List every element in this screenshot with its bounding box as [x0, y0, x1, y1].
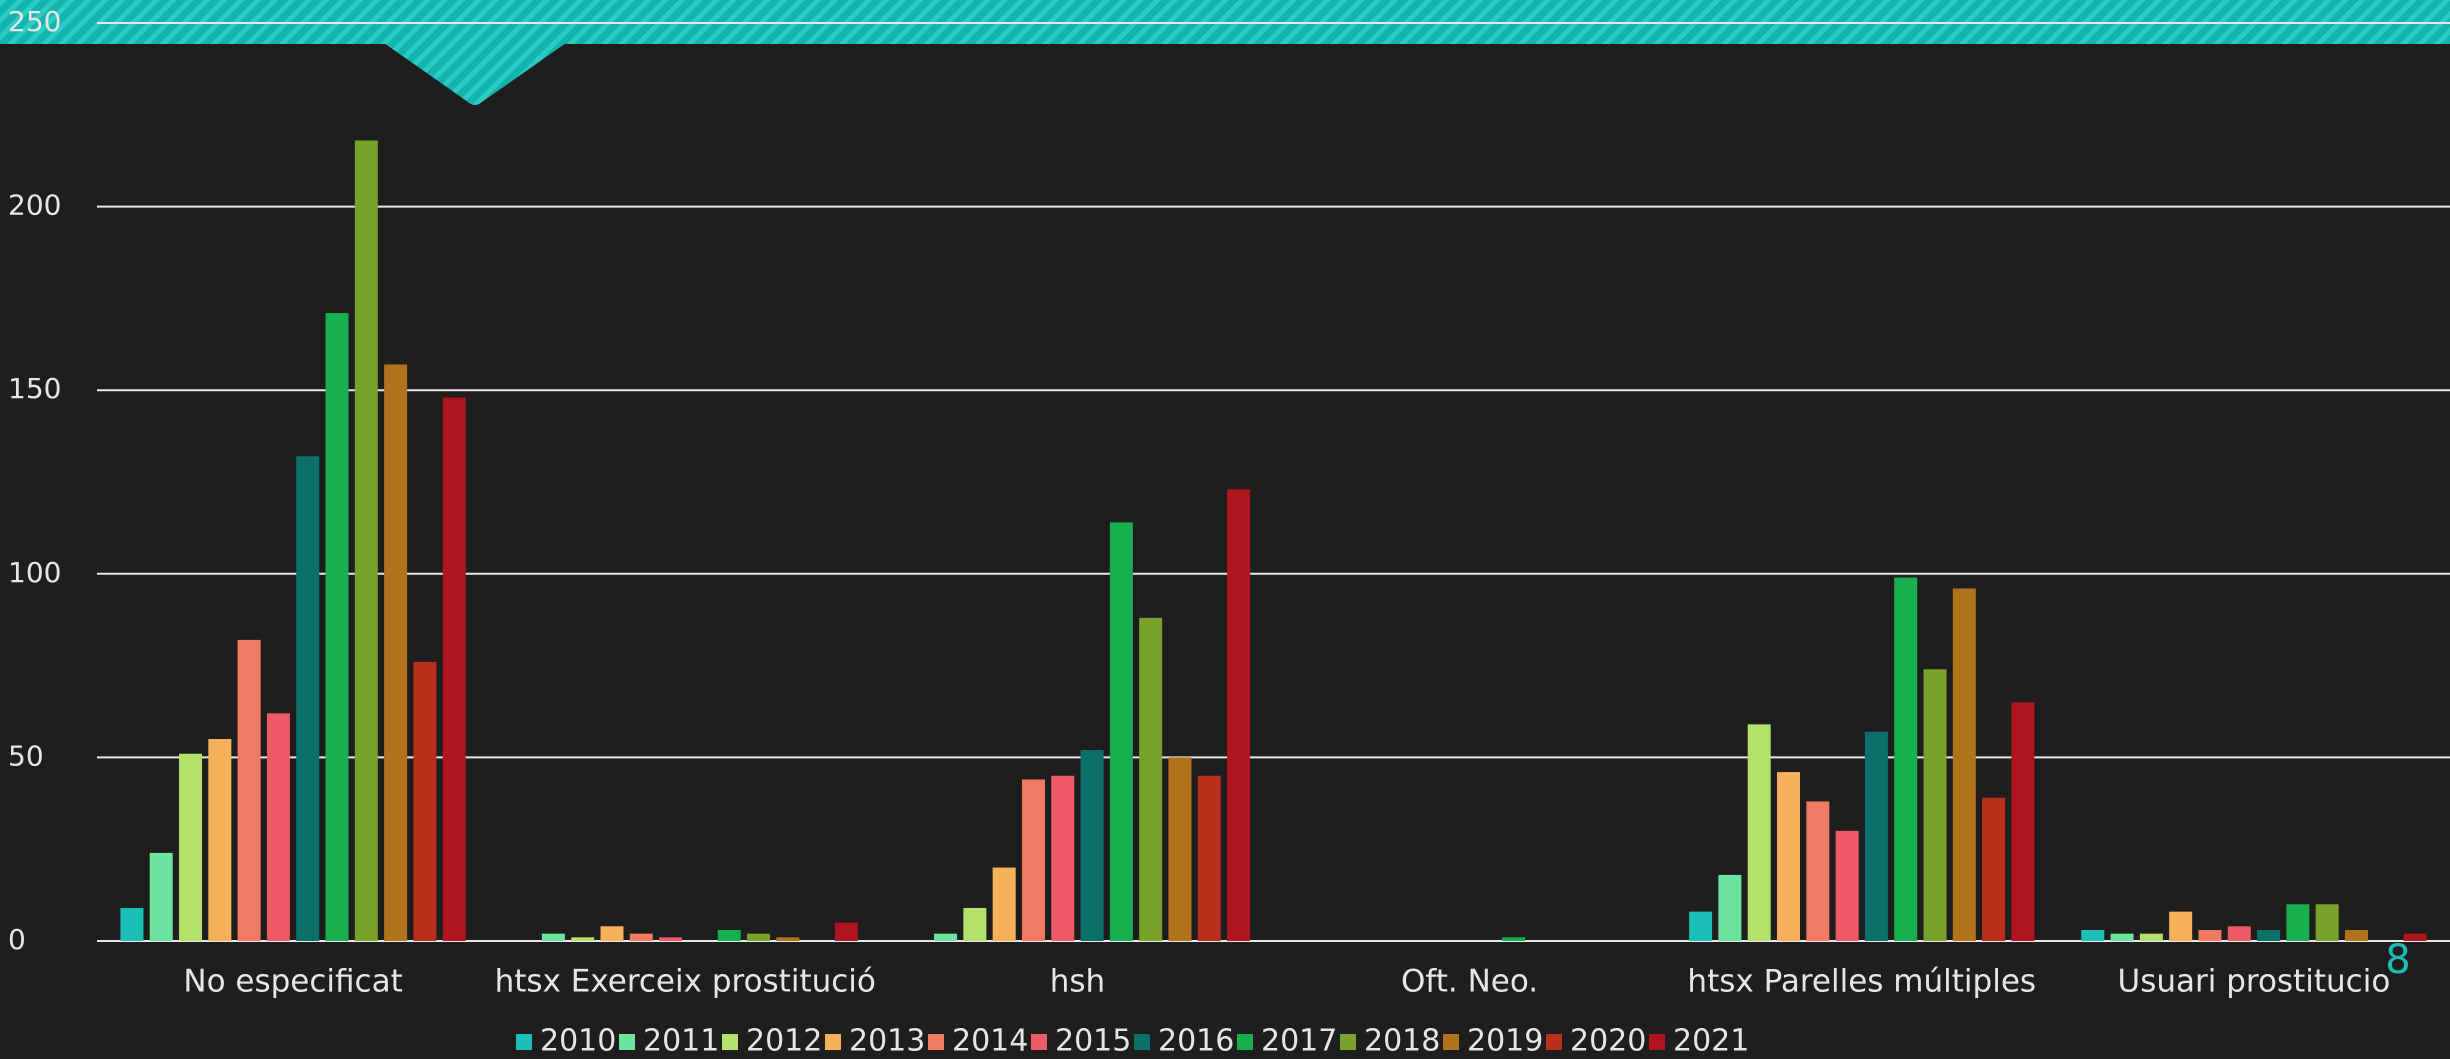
bar	[1168, 757, 1192, 941]
bar	[747, 933, 770, 941]
x-tick-label: htsx Exerceix prostitució	[495, 964, 876, 1000]
legend-swatch	[619, 1034, 635, 1050]
bar	[1894, 577, 1918, 941]
bar	[1952, 588, 1976, 941]
bar	[1747, 724, 1771, 941]
bar	[1982, 797, 2006, 941]
legend-swatch	[1340, 1034, 1356, 1050]
bar	[717, 929, 741, 941]
bar	[1080, 750, 1104, 941]
bar	[934, 933, 958, 941]
legend-label: 2020	[1570, 1024, 1646, 1059]
bar	[2011, 702, 2035, 941]
y-tick-label: 50	[8, 739, 44, 772]
bar	[2286, 904, 2310, 941]
page-number: 8	[2385, 937, 2410, 983]
legend-label: 2016	[1158, 1024, 1234, 1059]
legend-swatch	[928, 1034, 944, 1050]
bar	[1197, 775, 1221, 941]
legend-swatch	[1649, 1034, 1665, 1050]
legend-swatch	[1031, 1034, 1047, 1050]
legend-label: 2010	[540, 1024, 616, 1059]
bar	[992, 867, 1016, 941]
bar	[629, 933, 653, 941]
legend-swatch	[516, 1034, 532, 1050]
legend-swatch	[1134, 1034, 1150, 1050]
x-tick-label: No especificat	[183, 964, 402, 1000]
bar	[1689, 911, 1713, 941]
bar	[1923, 669, 1947, 941]
bar	[354, 140, 378, 941]
x-tick-label: Oft. Neo.	[1401, 964, 1538, 1000]
bar	[600, 926, 624, 941]
bar	[1227, 489, 1251, 941]
bar	[541, 933, 565, 941]
y-tick-label: 200	[8, 189, 61, 222]
bar	[1835, 830, 1859, 941]
bar	[179, 753, 203, 941]
bar	[2198, 929, 2222, 941]
bar	[325, 313, 349, 941]
bar	[208, 739, 232, 941]
bar	[237, 639, 261, 941]
legend-swatch	[722, 1034, 738, 1050]
x-tick-label: htsx Parelles múltiples	[1687, 964, 2036, 1000]
bar	[1777, 772, 1800, 941]
y-tick-label: 0	[8, 923, 26, 956]
bar	[2169, 911, 2193, 941]
x-tick-label: Usuari prostitucio	[2118, 964, 2391, 1000]
legend-swatch	[1546, 1034, 1562, 1050]
bar	[1718, 874, 1742, 941]
bar	[2257, 929, 2281, 941]
legend-swatch	[1443, 1034, 1459, 1050]
legend-label: 2014	[952, 1024, 1028, 1059]
bar	[963, 907, 987, 941]
bar	[2227, 926, 2251, 941]
bar	[384, 364, 408, 942]
legend-swatch	[825, 1034, 841, 1050]
bar	[1806, 801, 1830, 941]
bar	[776, 937, 800, 941]
bar	[120, 907, 144, 941]
legend-swatch	[1237, 1034, 1253, 1050]
x-tick-label: hsh	[1050, 964, 1105, 1000]
bar	[1139, 617, 1163, 941]
legend-label: 2012	[746, 1024, 822, 1059]
bar	[2139, 933, 2163, 941]
legend-label: 2019	[1467, 1024, 1543, 1059]
bar	[834, 922, 858, 941]
legend-label: 2011	[643, 1024, 719, 1059]
y-tick-label: 150	[8, 372, 61, 405]
bar	[2403, 933, 2427, 941]
bar	[2344, 929, 2368, 941]
bar	[571, 937, 595, 941]
bar	[1021, 779, 1045, 941]
y-tick-label: 100	[8, 556, 61, 589]
bar	[1109, 522, 1133, 941]
bar	[149, 852, 173, 941]
legend-label: 2021	[1673, 1024, 1749, 1059]
bar	[1051, 775, 1075, 941]
bar	[413, 661, 437, 941]
bar	[296, 456, 320, 941]
bar	[2110, 933, 2134, 941]
bar	[1502, 937, 1526, 941]
legend-label: 2013	[849, 1024, 925, 1059]
y-tick-label: 250	[8, 5, 61, 38]
legend-label: 2017	[1261, 1024, 1337, 1059]
legend-label: 2018	[1364, 1024, 1440, 1059]
banner-pointer	[384, 43, 566, 105]
bar	[442, 397, 466, 941]
bar	[2081, 929, 2105, 941]
bar	[266, 713, 290, 941]
bar	[1864, 731, 1888, 941]
bar	[2315, 904, 2339, 941]
bar	[659, 937, 683, 941]
legend-label: 2015	[1055, 1024, 1131, 1059]
